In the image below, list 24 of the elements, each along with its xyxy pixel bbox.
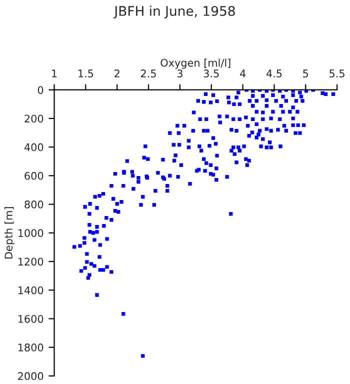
x-tick-label: 3: [177, 70, 182, 78]
x-tick-label: 1: [52, 70, 57, 78]
x-tick-label: 5.5: [330, 70, 344, 78]
y-tick-label: 800: [24, 200, 44, 208]
y-tick-label: 600: [24, 172, 44, 180]
y-tick-label: 1200: [18, 258, 44, 266]
x-tick-label: 5: [303, 70, 308, 78]
x-tick-label: 2: [114, 70, 120, 78]
x-tick-label: 1.5: [78, 70, 94, 78]
chart-title: JBFH in June, 1958: [114, 6, 235, 18]
y-tick-label: 1400: [18, 286, 44, 294]
x-tick-label: 3.5: [204, 70, 219, 78]
y-tick-label: 1000: [18, 229, 44, 237]
y-tick-label: 1600: [18, 314, 44, 323]
y-axis-title: Depth [m]: [4, 207, 15, 259]
y-tick-label: 200: [24, 114, 44, 123]
y-tick-label: 400: [24, 143, 44, 152]
y-tick-label: 1800: [18, 344, 44, 352]
x-axis-title: Oxygen [ml/l]: [160, 58, 230, 69]
x-tick-label: 2.5: [140, 70, 156, 78]
x-tick-label: 4: [240, 70, 246, 78]
x-tick-label: 4.5: [266, 70, 282, 78]
y-tick-label: 2000: [18, 372, 44, 380]
y-tick-label: 0: [38, 86, 44, 94]
